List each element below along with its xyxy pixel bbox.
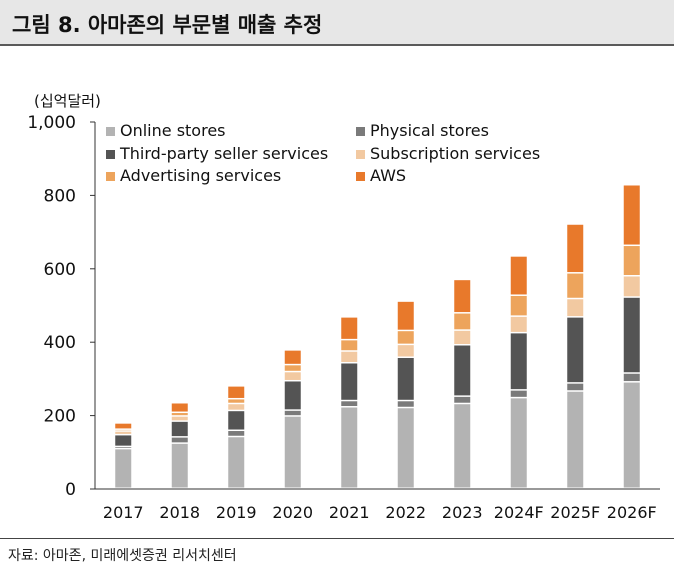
chart-title: 그림 8. 아마존의 부문별 매출 추정 xyxy=(12,13,323,37)
bar-segment xyxy=(567,317,584,383)
bar-segment xyxy=(510,295,527,316)
bar-segment xyxy=(341,351,358,362)
bar-segment xyxy=(171,413,188,416)
bar-segment xyxy=(623,276,640,297)
bar-segment xyxy=(567,224,584,273)
legend-swatch xyxy=(106,150,115,159)
legend-swatch xyxy=(106,127,115,136)
bar-segment xyxy=(171,443,188,488)
x-tick-label: 2021 xyxy=(329,503,370,522)
bar-segment xyxy=(115,423,132,429)
y-tick-label: 400 xyxy=(44,333,76,353)
bar-segment xyxy=(115,447,132,448)
bar-segment xyxy=(454,280,471,313)
bar-segment xyxy=(341,407,358,488)
bar-segment xyxy=(284,416,301,488)
x-tick-label: 2026F xyxy=(607,503,657,522)
bar-segment xyxy=(228,431,245,436)
x-tick-label: 2023 xyxy=(442,503,483,522)
bar-segment xyxy=(510,316,527,332)
x-tick-label: 2025F xyxy=(550,503,600,522)
bar-segment xyxy=(228,386,245,398)
bar-segment xyxy=(397,331,414,344)
bar-segment xyxy=(171,437,188,443)
legend-swatch xyxy=(106,172,115,181)
bar-segment xyxy=(115,431,132,434)
legend-label: AWS xyxy=(370,166,406,185)
bar-segment xyxy=(115,435,132,446)
legend-swatch xyxy=(356,172,365,181)
bar-segment xyxy=(115,449,132,488)
legend-label: Online stores xyxy=(120,121,226,140)
bar-segment xyxy=(284,372,301,380)
y-tick-label: 200 xyxy=(44,407,76,427)
bar-segment xyxy=(567,299,584,317)
bar-segment xyxy=(171,403,188,412)
legend-swatch xyxy=(356,150,365,159)
y-tick-label: 800 xyxy=(44,186,76,206)
bar-segment xyxy=(341,317,358,339)
legend-label: Advertising services xyxy=(120,166,281,185)
title-bar: 그림 8. 아마존의 부문별 매출 추정 xyxy=(0,0,674,46)
bar-segment xyxy=(171,416,188,421)
bar-segment xyxy=(397,345,414,357)
x-tick-label: 2020 xyxy=(272,503,313,522)
bar-segment xyxy=(397,408,414,488)
bar-segment xyxy=(397,301,414,330)
bar-segment xyxy=(454,404,471,488)
y-axis-label: (십억달러) xyxy=(34,92,101,110)
bar-segment xyxy=(228,404,245,410)
x-tick-label: 2018 xyxy=(159,503,200,522)
bar-segment xyxy=(454,330,471,345)
bar-segment xyxy=(623,382,640,488)
bar-segment xyxy=(228,411,245,430)
bar-segment xyxy=(284,350,301,364)
footer-divider xyxy=(0,538,674,539)
bar-segment xyxy=(510,398,527,488)
bar-segment xyxy=(228,437,245,488)
legend-label: Subscription services xyxy=(370,144,540,163)
bar-segment xyxy=(397,357,414,400)
bar-segment xyxy=(454,345,471,396)
bar-segment xyxy=(171,421,188,437)
bar-segment xyxy=(341,340,358,351)
y-tick-label: 1,000 xyxy=(27,113,76,133)
x-tick-label: 2022 xyxy=(385,503,426,522)
bar-segment xyxy=(510,390,527,397)
y-tick-label: 0 xyxy=(65,480,76,500)
x-tick-label: 2024F xyxy=(494,503,544,522)
x-tick-label: 2017 xyxy=(103,503,144,522)
bar-segment xyxy=(623,246,640,276)
bar-segment xyxy=(284,410,301,416)
x-tick-label: 2019 xyxy=(216,503,257,522)
bar-segment xyxy=(341,401,358,407)
legend-swatch xyxy=(356,127,365,136)
legend-label: Physical stores xyxy=(370,121,489,140)
bar-segment xyxy=(228,399,245,403)
bar-segment xyxy=(397,401,414,407)
bar-segment xyxy=(623,297,640,373)
bar-segment xyxy=(284,365,301,371)
bar-segment xyxy=(284,381,301,410)
legend-label: Third-party seller services xyxy=(119,144,328,163)
bar-segment xyxy=(341,363,358,400)
bar-segment xyxy=(567,273,584,298)
bar-segment xyxy=(623,185,640,245)
bar-segment xyxy=(510,256,527,295)
bar-segment xyxy=(454,313,471,330)
bar-segment xyxy=(567,383,584,391)
bar-segment xyxy=(454,396,471,403)
source-note: 자료: 아마존, 미래에셋증권 리서치센터 xyxy=(8,548,237,564)
bar-segment xyxy=(567,391,584,488)
bar-segment xyxy=(510,333,527,390)
bar-segment xyxy=(623,373,640,382)
y-tick-label: 600 xyxy=(44,260,76,280)
stacked-bar-chart: 0 200 400 600 800 1,000 (십억달러) 2017 2018 2019 2020… xyxy=(27,92,660,522)
